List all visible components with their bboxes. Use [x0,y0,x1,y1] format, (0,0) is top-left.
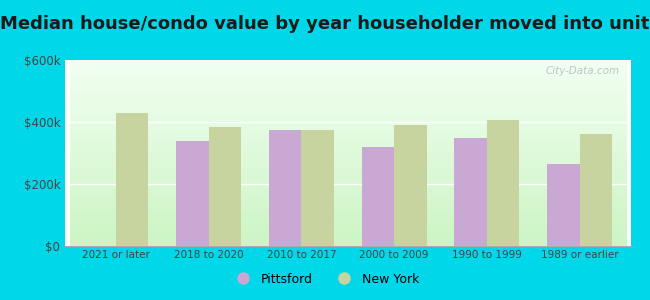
Bar [176,141,209,246]
Bar [209,127,241,246]
Bar [394,125,426,246]
Text: Median house/condo value by year householder moved into unit: Median house/condo value by year househo… [0,15,650,33]
Bar [302,130,334,246]
Bar [547,164,580,246]
Bar [454,137,487,246]
Bar [487,120,519,246]
Bar [361,147,394,246]
Bar [269,130,302,246]
Legend: Pittsford, New York: Pittsford, New York [226,268,424,291]
Text: City-Data.com: City-Data.com [545,66,619,76]
Bar [580,134,612,246]
Bar [116,113,148,246]
